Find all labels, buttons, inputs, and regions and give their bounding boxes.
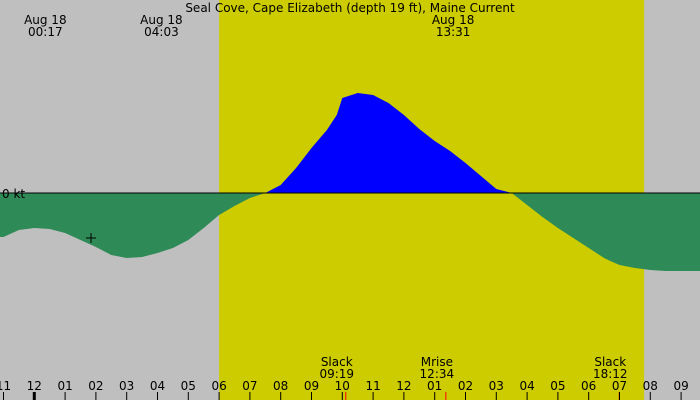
tick-label-15: 02	[458, 379, 473, 393]
tick-label-12: 11	[365, 379, 380, 393]
zero-kt-label: 0 kt	[2, 187, 25, 201]
crosshair-cursor	[86, 233, 96, 243]
top-marker-date-1: Aug 18	[140, 13, 183, 27]
bottom-marker-label-0: Slack	[321, 355, 353, 369]
x-axis-ticks: 11 12 01 02 03 04 05 06 07 08 09 10 11 12 01 02 03 04 05 06…	[0, 379, 689, 400]
tick-label-10: 09	[304, 379, 319, 393]
tick-label-21: 08	[643, 379, 658, 393]
bottom-marker-label-1: Mrise	[421, 355, 453, 369]
bottom-marker-time-0: 09:19	[319, 367, 354, 381]
top-marker-time-1: 04:03	[144, 25, 179, 39]
tick-label-22: 09	[673, 379, 688, 393]
tick-label-17: 04	[519, 379, 534, 393]
bottom-marker-label-2: Slack	[594, 355, 626, 369]
tick-label-3: 02	[88, 379, 103, 393]
tick-label-19: 06	[581, 379, 596, 393]
tick-label-4: 03	[119, 379, 134, 393]
top-marker-date-2: Aug 18	[432, 13, 475, 27]
ebb-current-area	[0, 193, 700, 271]
tick-label-6: 05	[181, 379, 196, 393]
flood-current-area	[0, 93, 700, 193]
tick-label-2: 01	[57, 379, 72, 393]
tick-label-16: 03	[489, 379, 504, 393]
tick-label-9: 08	[273, 379, 288, 393]
tick-label-13: 12	[396, 379, 411, 393]
tick-label-5: 04	[150, 379, 165, 393]
tick-label-14: 01	[427, 379, 442, 393]
bottom-marker-time-2: 18:12	[593, 367, 628, 381]
tick-label-0: 11	[0, 379, 11, 393]
tick-label-18: 05	[550, 379, 565, 393]
chart-title: Seal Cove, Cape Elizabeth (depth 19 ft),…	[185, 1, 515, 15]
tick-label-20: 07	[612, 379, 627, 393]
tick-label-11: 10	[335, 379, 350, 393]
tick-label-7: 06	[211, 379, 226, 393]
tick-label-8: 07	[242, 379, 257, 393]
top-marker-time-2: 13:31	[436, 25, 471, 39]
top-marker-time-0: 00:17	[28, 25, 63, 39]
top-marker-date-0: Aug 18	[24, 13, 67, 27]
bottom-marker-time-1: 12:34	[420, 367, 455, 381]
tick-label-1: 12	[27, 379, 42, 393]
